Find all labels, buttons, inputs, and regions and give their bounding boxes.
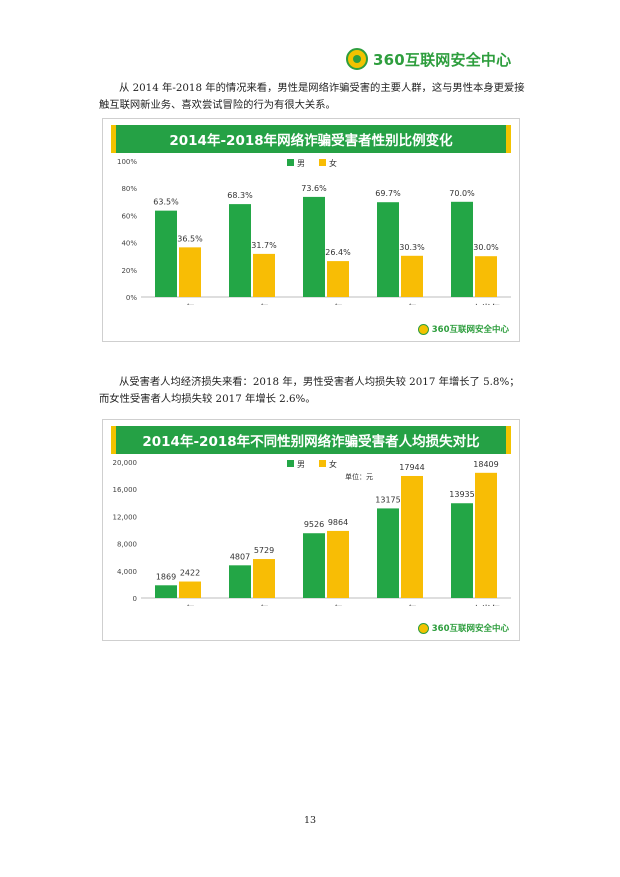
unit-note: 单位：元 xyxy=(345,472,373,481)
header-brand: 360互联网安全中心 xyxy=(373,50,512,69)
bar-male xyxy=(451,201,473,297)
data-label: 1869 xyxy=(156,572,176,581)
chart-title: 2014年-2018年网络诈骗受害者性别比例变化 xyxy=(169,133,453,149)
chart-gender-ratio: 2014年-2018年网络诈骗受害者性别比例变化 0% 20% 40% 60% 80% 1… xyxy=(102,118,520,342)
paragraph-loss-trend: 从受害者人均经济损失来看：2018 年，男性受害者人均损失较 2017 年增长了… xyxy=(99,376,520,405)
data-label: 13175 xyxy=(375,495,400,504)
legend-swatch xyxy=(287,159,294,166)
chart-avg-loss: 2014年-2018年不同性别网络诈骗受害者人均损失对比 0 4,000 8,000… xyxy=(102,419,520,641)
bar-male xyxy=(303,533,325,598)
watermark-logo-icon xyxy=(417,622,429,634)
chart-plot-area: 0 4,000 8,000 12,000 16,000 20,000 男 女单位：元 1869 2… xyxy=(113,459,511,606)
y-tick-label: 20% xyxy=(121,267,137,275)
chart-plot-area: 0% 20% 40% 60% 80% 100% 男 女 63.5% 36.5% 2014年 68.3%… xyxy=(117,158,511,305)
y-tick-label: 80% xyxy=(121,185,137,193)
legend-label: 女 xyxy=(329,459,337,469)
y-tick-label: 16,000 xyxy=(113,486,138,494)
data-label: 9864 xyxy=(328,518,348,527)
legend-label: 男 xyxy=(297,460,305,469)
bar-female xyxy=(475,472,497,598)
chart-watermark: 360互联网安全中心 xyxy=(417,323,509,335)
data-label: 5729 xyxy=(254,546,274,555)
data-label: 17944 xyxy=(399,463,424,472)
legend-label: 女 xyxy=(329,158,337,168)
y-tick-label: 0% xyxy=(126,294,137,302)
data-label: 36.5% xyxy=(177,234,203,243)
legend-label: 男 xyxy=(297,159,305,168)
bar-female xyxy=(401,255,423,297)
x-tick-label: 2015年 xyxy=(235,604,269,606)
data-label: 68.3% xyxy=(227,191,253,200)
bar-male xyxy=(303,196,325,297)
y-tick-label: 100% xyxy=(117,158,137,166)
bar-female xyxy=(327,530,349,598)
data-label: 30.0% xyxy=(473,243,499,252)
x-tick-label: 2018上半年 xyxy=(448,303,501,305)
legend-swatch xyxy=(287,460,294,467)
y-tick-label: 12,000 xyxy=(113,513,138,521)
y-tick-label: 4,000 xyxy=(117,568,137,576)
bar-male xyxy=(155,210,177,297)
x-tick-label: 2014年 xyxy=(161,303,195,305)
y-tick-label: 0 xyxy=(133,595,137,603)
paragraph-gender-trend: 从 2014 年-2018 年的情况来看，男性是网络诈骗受害的主要人群，这与男性… xyxy=(99,82,525,111)
bar-female xyxy=(253,559,275,598)
x-tick-label: 2014年 xyxy=(161,604,195,606)
chart-title-banner: 2014年-2018年网络诈骗受害者性别比例变化 xyxy=(111,125,511,153)
y-tick-label: 20,000 xyxy=(113,459,138,467)
data-label: 69.7% xyxy=(375,189,401,198)
data-label: 63.5% xyxy=(153,198,179,207)
y-tick-label: 60% xyxy=(121,212,137,220)
bar-male xyxy=(229,204,251,297)
header-logo: 360互联网安全中心 xyxy=(346,46,511,72)
bar-female xyxy=(475,256,497,297)
y-tick-label: 8,000 xyxy=(117,541,137,549)
bar-male xyxy=(377,508,399,598)
bar-female xyxy=(179,247,201,297)
bar-female xyxy=(179,581,201,598)
bar-male xyxy=(451,503,473,598)
data-label: 9526 xyxy=(304,520,324,529)
watermark-text: 360互联网安全中心 xyxy=(431,624,509,634)
watermark-logo-icon xyxy=(417,323,429,335)
bar-male xyxy=(155,585,177,598)
data-label: 18409 xyxy=(473,460,498,469)
chart-title: 2014年-2018年不同性别网络诈骗受害者人均损失对比 xyxy=(142,434,480,450)
bar-female xyxy=(401,475,423,598)
bar-male xyxy=(377,202,399,297)
logo-badge-icon xyxy=(346,48,368,70)
x-tick-label: 2015年 xyxy=(235,303,269,305)
x-tick-label: 2018上半年 xyxy=(448,604,501,606)
legend-swatch xyxy=(319,159,326,166)
watermark-text: 360互联网安全中心 xyxy=(431,325,509,335)
y-tick-label: 40% xyxy=(121,240,137,248)
data-label: 31.7% xyxy=(251,241,277,250)
data-label: 26.4% xyxy=(325,248,351,257)
bar-female xyxy=(253,253,275,297)
bar-male xyxy=(229,565,251,598)
chart-title-banner: 2014年-2018年不同性别网络诈骗受害者人均损失对比 xyxy=(111,426,511,454)
data-label: 2422 xyxy=(180,569,200,578)
bar-female xyxy=(327,261,349,297)
data-label: 13935 xyxy=(449,490,474,499)
legend-swatch xyxy=(319,460,326,467)
x-tick-label: 2016年 xyxy=(309,604,343,606)
data-label: 30.3% xyxy=(399,243,425,252)
page-number: 13 xyxy=(303,815,317,826)
chart-watermark: 360互联网安全中心 xyxy=(417,622,509,634)
data-label: 4807 xyxy=(230,552,250,561)
x-tick-label: 2016年 xyxy=(309,303,343,305)
data-label: 70.0% xyxy=(449,189,475,198)
data-label: 73.6% xyxy=(301,184,327,193)
